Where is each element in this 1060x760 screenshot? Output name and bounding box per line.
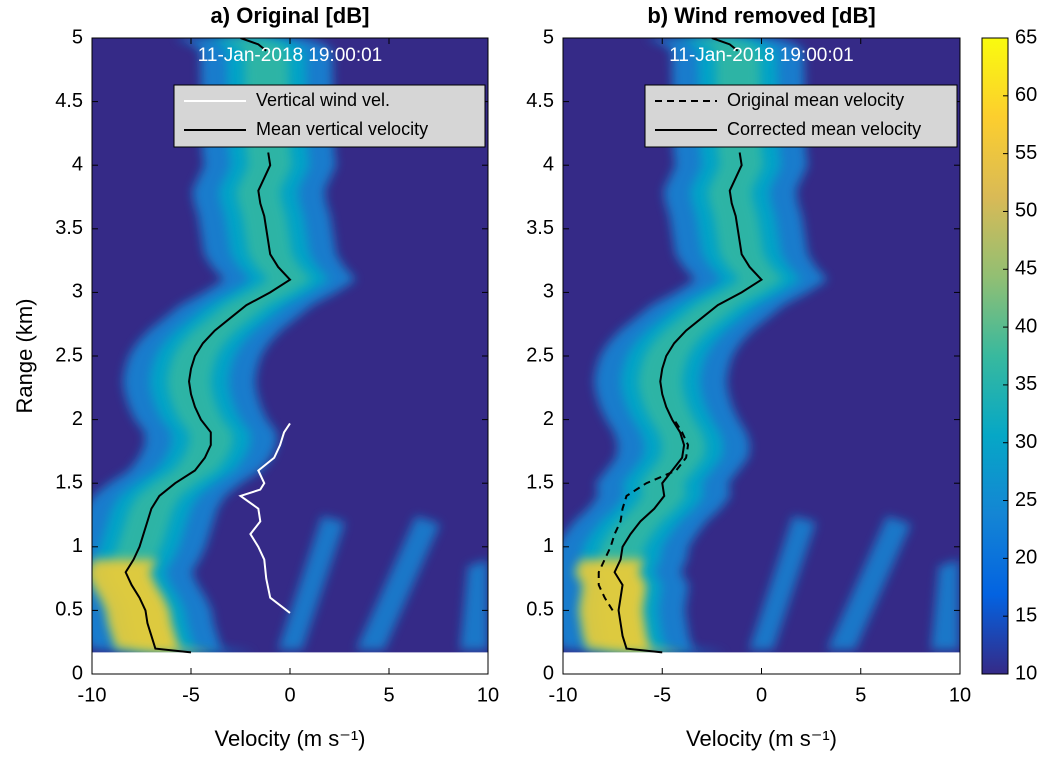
colorbar-tick-label: 20 (1015, 547, 1037, 569)
annotation: 11-Jan-2018 19:00:01 (669, 45, 854, 66)
chart-title: a) Original [dB] (211, 3, 370, 28)
y-tick-label: 1.5 (526, 471, 554, 493)
colorbar-tick-label: 30 (1015, 431, 1037, 453)
x-tick-label: -10 (78, 684, 107, 706)
x-tick-label: 5 (855, 684, 866, 706)
y-tick-label: 5 (543, 26, 554, 48)
colorbar-tick-label: 15 (1015, 604, 1037, 626)
y-tick-label: 3 (543, 281, 554, 303)
colorbar-tick-label: 50 (1015, 200, 1037, 222)
legend-label: Vertical wind vel. (256, 90, 390, 110)
y-tick-label: 0.5 (55, 599, 83, 621)
spectrum-core (574, 559, 687, 653)
series-line (613, 38, 764, 654)
y-tick-label: 1 (72, 535, 83, 557)
colorbar-tick-label: 10 (1015, 662, 1037, 684)
x-axis-label: Velocity (m s⁻¹) (215, 726, 366, 751)
x-tick-label: -5 (653, 684, 671, 706)
y-tick-label: 0 (543, 662, 554, 684)
y-tick-label: 4 (72, 153, 83, 175)
spectrum-band (103, 38, 312, 653)
legend-label: Mean vertical velocity (256, 119, 428, 139)
colorbar-tick-label: 40 (1015, 315, 1037, 337)
y-tick-label: 1 (543, 535, 554, 557)
legend-label: Corrected mean velocity (727, 119, 921, 139)
y-tick-label: 3 (72, 281, 83, 303)
y-tick-label: 0 (72, 662, 83, 684)
x-tick-label: 10 (949, 684, 971, 706)
y-tick-label: 3.5 (526, 217, 554, 239)
legend-label: Original mean velocity (727, 90, 904, 110)
y-tick-label: 2 (72, 408, 83, 430)
x-tick-label: 10 (477, 684, 499, 706)
colorbar-tick-label: 35 (1015, 373, 1037, 395)
y-tick-label: 2 (543, 408, 554, 430)
y-tick-label: 1.5 (55, 471, 83, 493)
y-tick-label: 4.5 (526, 90, 554, 112)
x-tick-label: 5 (383, 684, 394, 706)
y-tick-label: 0.5 (526, 599, 554, 621)
x-tick-label: 0 (284, 684, 295, 706)
series-line (124, 38, 292, 654)
x-tick-label: 0 (756, 684, 767, 706)
y-tick-label: 4.5 (55, 90, 83, 112)
colorbar-tick-label: 65 (1015, 26, 1037, 48)
spectrum-field (563, 38, 960, 674)
spectrum-field (92, 38, 488, 674)
chart-title: b) Wind removed [dB] (647, 3, 875, 28)
legend-box (644, 84, 958, 148)
colorbar (981, 37, 1009, 675)
legend-box (173, 84, 486, 148)
annotation: 11-Jan-2018 19:00:01 (198, 45, 383, 66)
y-tick-label: 5 (72, 26, 83, 48)
y-tick-label: 4 (543, 153, 554, 175)
y-tick-label: 2.5 (55, 344, 83, 366)
x-axis-label: Velocity (m s⁻¹) (686, 726, 837, 751)
y-tick-label: 2.5 (526, 344, 554, 366)
y-axis-label: Range (km) (12, 299, 37, 414)
series-line (238, 422, 291, 614)
spectrum-band (592, 38, 784, 653)
spectrum-core (92, 559, 215, 653)
colorbar-tick-label: 55 (1015, 142, 1037, 164)
colorbar-tick-label: 60 (1015, 84, 1037, 106)
x-tick-label: -5 (182, 684, 200, 706)
colorbar-tick-label: 45 (1015, 258, 1037, 280)
colorbar-tick-label: 25 (1015, 489, 1037, 511)
x-tick-label: -10 (549, 684, 578, 706)
y-tick-label: 3.5 (55, 217, 83, 239)
